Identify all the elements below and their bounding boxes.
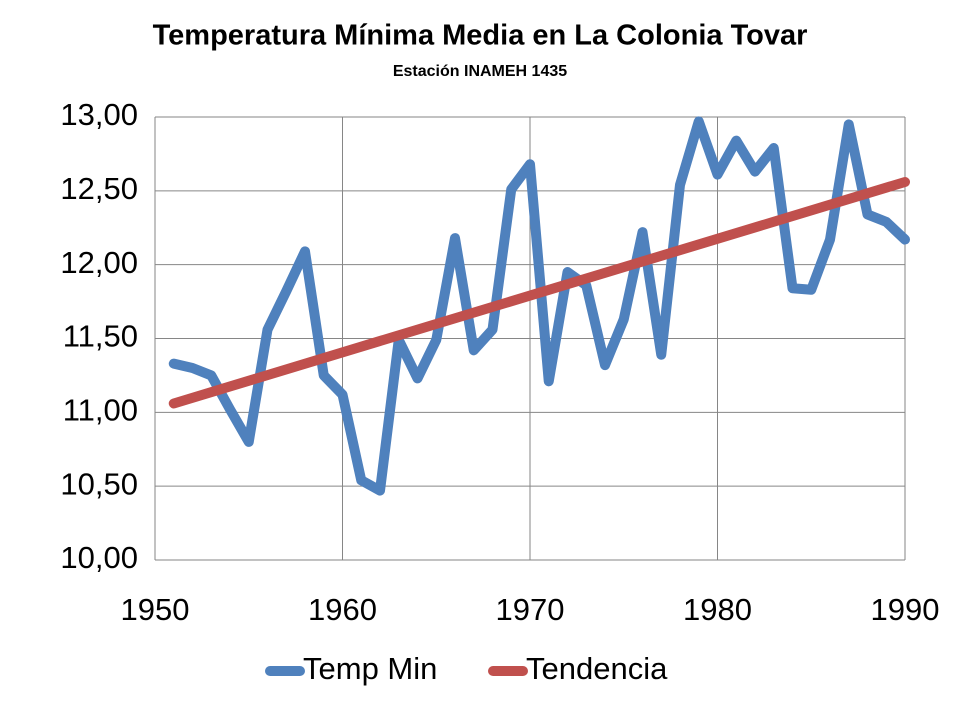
legend-label: Tendencia bbox=[526, 651, 668, 686]
x-tick-label: 1980 bbox=[683, 592, 752, 627]
x-tick-label: 1960 bbox=[308, 592, 377, 627]
y-tick-label: 12,00 bbox=[60, 245, 138, 280]
x-tick-label: 1950 bbox=[121, 592, 190, 627]
x-tick-label: 1970 bbox=[496, 592, 565, 627]
legend-label: Temp Min bbox=[303, 651, 437, 686]
y-tick-label: 12,50 bbox=[60, 171, 138, 206]
y-tick-label: 10,50 bbox=[60, 466, 138, 501]
chart-title: Temperatura Mínima Media en La Colonia T… bbox=[153, 20, 808, 52]
x-tick-label: 1990 bbox=[871, 592, 940, 627]
y-tick-label: 11,00 bbox=[63, 393, 138, 428]
y-tick-label: 10,00 bbox=[60, 540, 138, 575]
y-tick-label: 13,00 bbox=[60, 97, 138, 132]
chart-subtitle: Estación INAMEH 1435 bbox=[393, 63, 567, 80]
series-line bbox=[168, 176, 910, 409]
series-line bbox=[168, 116, 910, 496]
y-tick-label: 11,50 bbox=[63, 319, 138, 354]
